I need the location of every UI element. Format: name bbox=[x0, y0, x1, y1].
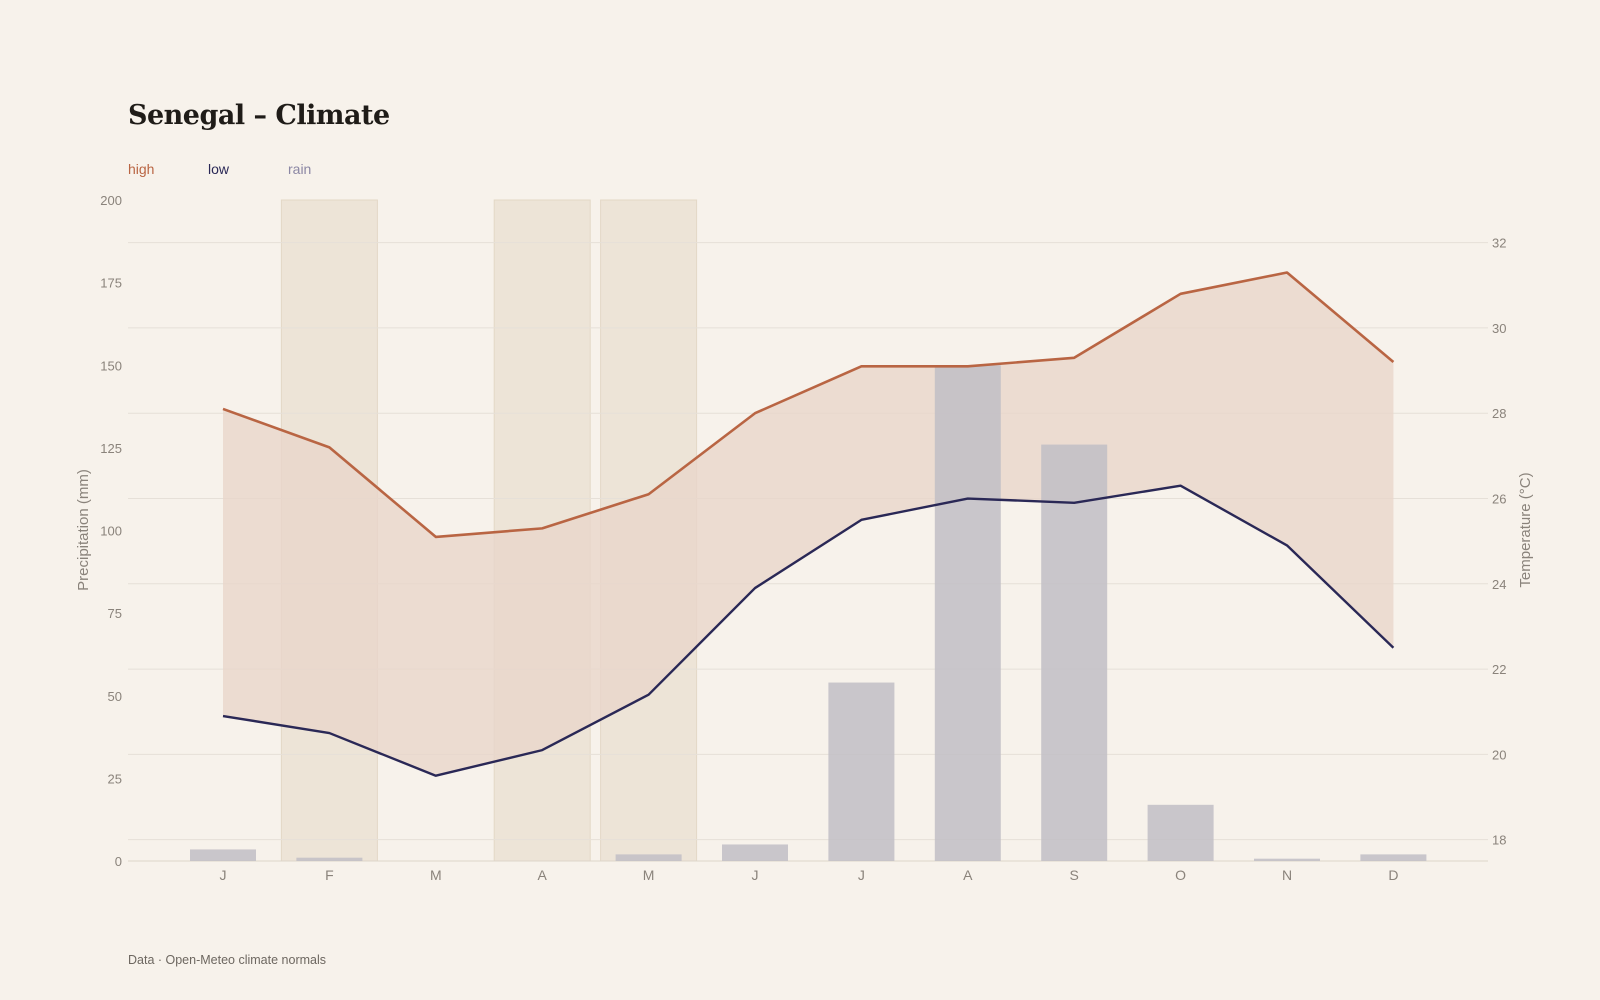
rain-bar bbox=[1041, 444, 1108, 861]
rain-bar bbox=[828, 682, 895, 861]
low-temperature-line bbox=[222, 484, 1395, 777]
y2-tick-label: 20 bbox=[1492, 747, 1506, 762]
y-tick-label: 150 bbox=[100, 358, 122, 373]
rain-bar bbox=[190, 849, 256, 861]
y2-tick-label: 24 bbox=[1492, 577, 1506, 592]
x-tick-label: A bbox=[963, 867, 973, 883]
x-tick-label: A bbox=[538, 867, 548, 883]
y-tick-label: 25 bbox=[108, 771, 122, 786]
y2-axis-label: Temperature (°C) bbox=[1517, 472, 1534, 587]
legend-item-low: low bbox=[208, 161, 230, 177]
rain-bar bbox=[722, 844, 788, 861]
x-tick-label: N bbox=[1282, 867, 1292, 883]
x-tick-label: J bbox=[858, 867, 865, 883]
y-tick-label: 75 bbox=[108, 606, 122, 621]
legend: high low rain bbox=[128, 161, 311, 177]
x-tick-label: J bbox=[752, 867, 759, 883]
rain-bar bbox=[615, 854, 682, 861]
chart-title: Senegal – Climate bbox=[128, 100, 390, 131]
x-tick-label: S bbox=[1070, 867, 1079, 883]
data-source-note: Data · Open-Meteo climate normals bbox=[128, 953, 326, 967]
y2-tick-label: 30 bbox=[1492, 321, 1506, 336]
x-tick-label: M bbox=[430, 867, 442, 883]
y-tick-label: 50 bbox=[108, 689, 122, 704]
rain-bar bbox=[1147, 804, 1214, 861]
x-tick-label: D bbox=[1388, 867, 1398, 883]
y-tick-label: 200 bbox=[100, 193, 122, 208]
rain-bar bbox=[1254, 858, 1320, 861]
x-tick-label: M bbox=[643, 867, 655, 883]
y-tick-label: 175 bbox=[100, 276, 122, 291]
y2-tick-label: 32 bbox=[1492, 236, 1506, 251]
y2-tick-label: 26 bbox=[1492, 492, 1506, 507]
rain-bar bbox=[934, 365, 1001, 861]
legend-item-rain: rain bbox=[288, 161, 312, 177]
y-tick-label: 125 bbox=[100, 441, 122, 456]
y-tick-label: 0 bbox=[115, 854, 122, 869]
temperature-range-area bbox=[223, 272, 1394, 776]
y2-tick-label: 22 bbox=[1492, 662, 1506, 677]
y-axis-label: Precipitation (mm) bbox=[75, 469, 92, 591]
y2-tick-label: 28 bbox=[1492, 406, 1506, 421]
x-tick-label: F bbox=[325, 867, 334, 883]
y2-tick-label: 18 bbox=[1492, 833, 1506, 848]
rain-bar bbox=[296, 857, 363, 861]
x-tick-label: J bbox=[220, 867, 227, 883]
y-tick-label: 100 bbox=[100, 524, 122, 539]
x-tick-label: O bbox=[1175, 867, 1186, 883]
rain-bar bbox=[1360, 854, 1427, 861]
high-temperature-line bbox=[222, 271, 1395, 539]
legend-item-high: high bbox=[128, 161, 155, 177]
